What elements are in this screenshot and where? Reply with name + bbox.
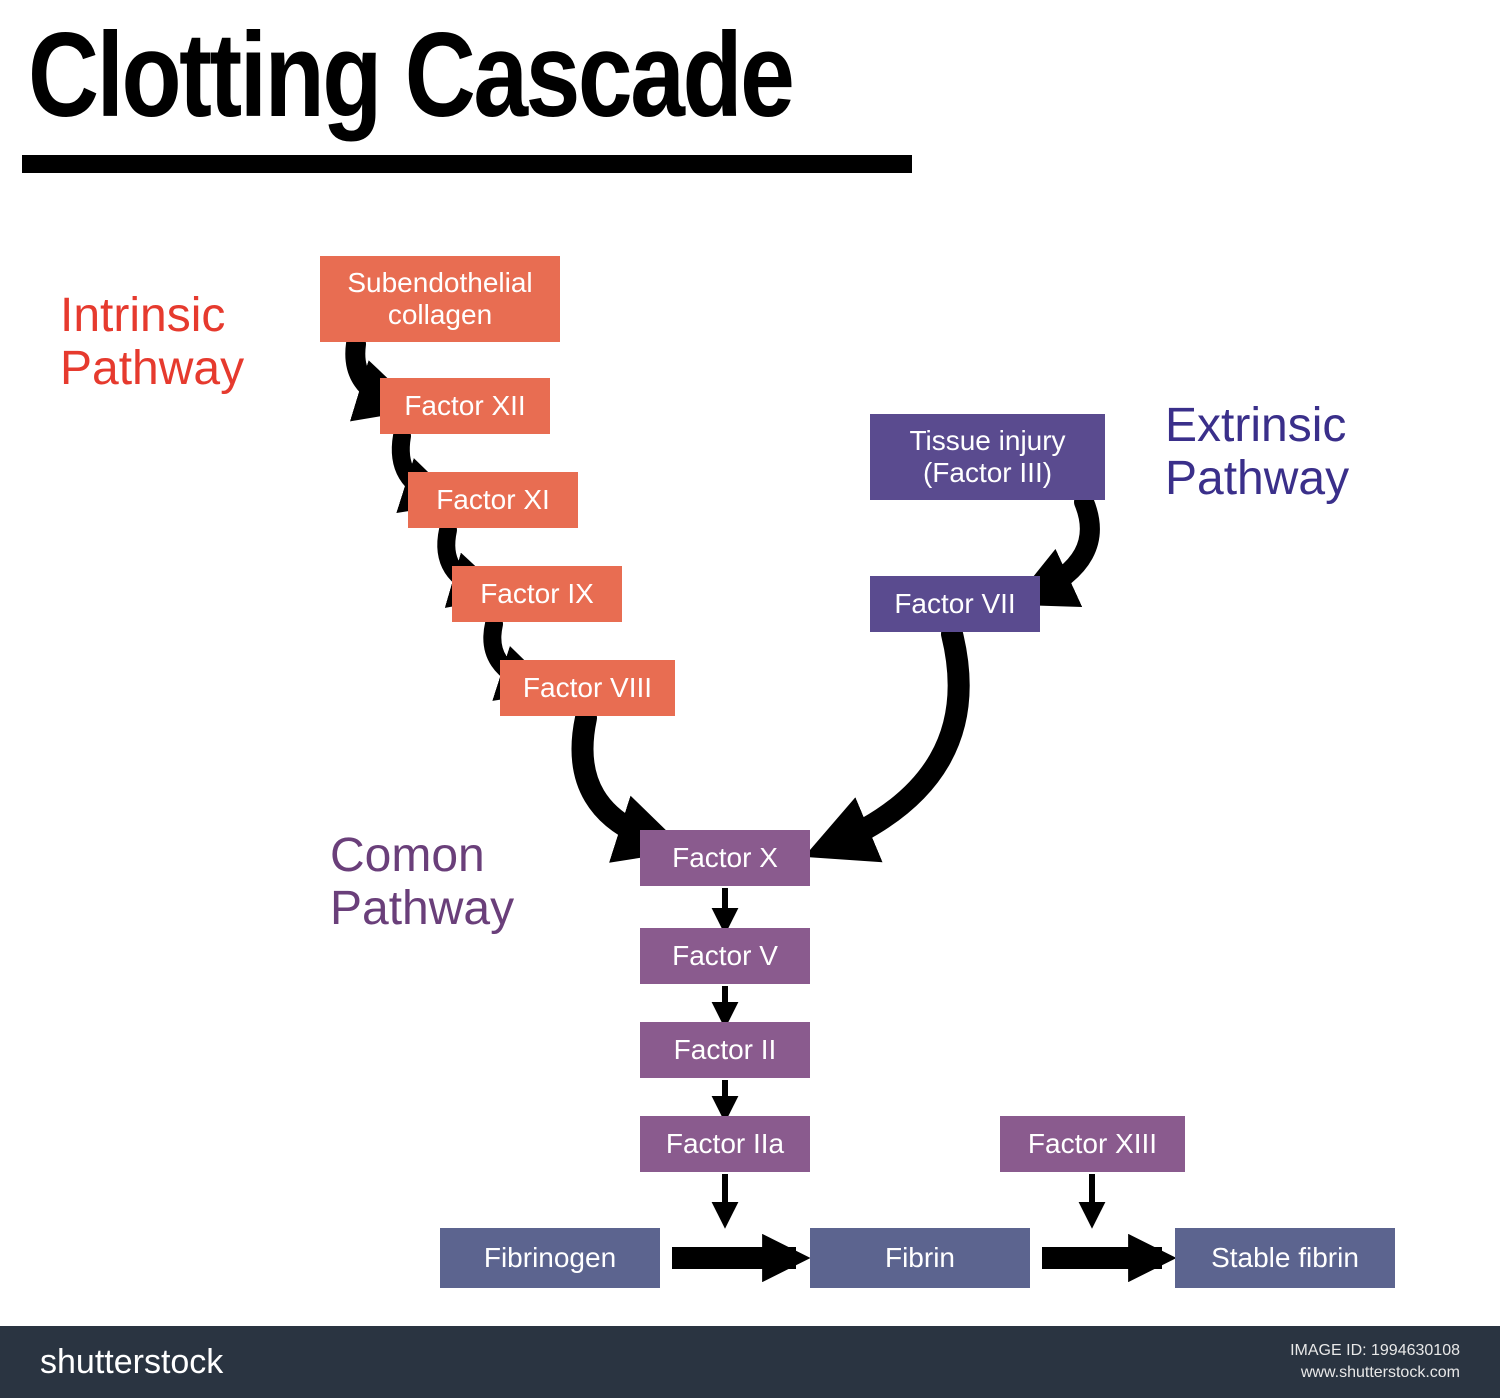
common-line1: Comon xyxy=(330,829,485,882)
extrinsic-line1: Extrinsic xyxy=(1165,399,1346,452)
node-factor-xiii: Factor XIII xyxy=(1000,1116,1185,1172)
intrinsic-line1: Intrinsic xyxy=(60,289,225,342)
node-factor-viii: Factor VIII xyxy=(500,660,675,716)
node-factor-v: Factor V xyxy=(640,928,810,984)
node-stable-fibrin: Stable fibrin xyxy=(1175,1228,1395,1288)
footer-meta: IMAGE ID: 1994630108 www.shutterstock.co… xyxy=(1290,1340,1460,1385)
intrinsic-pathway-label: Intrinsic Pathway xyxy=(60,290,244,396)
extrinsic-pathway-label: Extrinsic Pathway xyxy=(1165,400,1349,506)
node-fibrin: Fibrin xyxy=(810,1228,1030,1288)
footer-logo: shutterstock xyxy=(40,1343,223,1382)
extrinsic-line2: Pathway xyxy=(1165,452,1349,505)
intrinsic-line2: Pathway xyxy=(60,342,244,395)
arrow-layer xyxy=(0,0,1500,1398)
node-factor-xii: Factor XII xyxy=(380,378,550,434)
title-underline xyxy=(22,155,912,173)
node-factor-ix: Factor IX xyxy=(452,566,622,622)
common-pathway-label: Comon Pathway xyxy=(330,830,514,936)
node-tissue-injury: Tissue injury(Factor III) xyxy=(870,414,1105,500)
node-factor-vii: Factor VII xyxy=(870,576,1040,632)
node-factor-xi: Factor XI xyxy=(408,472,578,528)
node-subendothelial-collagen: Subendothelialcollagen xyxy=(320,256,560,342)
node-factor-iia: Factor IIa xyxy=(640,1116,810,1172)
node-factor-x: Factor X xyxy=(640,830,810,886)
common-line2: Pathway xyxy=(330,882,514,935)
footer-url: www.shutterstock.com xyxy=(1290,1362,1460,1384)
diagram-canvas: Clotting Cascade Intrinsic Pathway Extri… xyxy=(0,0,1500,1398)
a-tis-f7 xyxy=(1034,502,1090,594)
node-fibrinogen: Fibrinogen xyxy=(440,1228,660,1288)
a-f8-f10 xyxy=(582,718,660,842)
main-title: Clotting Cascade xyxy=(28,6,792,144)
node-factor-ii: Factor II xyxy=(640,1022,810,1078)
a-f7-f10 xyxy=(830,634,959,846)
footer-bar: shutterstock IMAGE ID: 1994630108 www.sh… xyxy=(0,1326,1500,1398)
footer-image-id: IMAGE ID: 1994630108 xyxy=(1290,1340,1460,1362)
